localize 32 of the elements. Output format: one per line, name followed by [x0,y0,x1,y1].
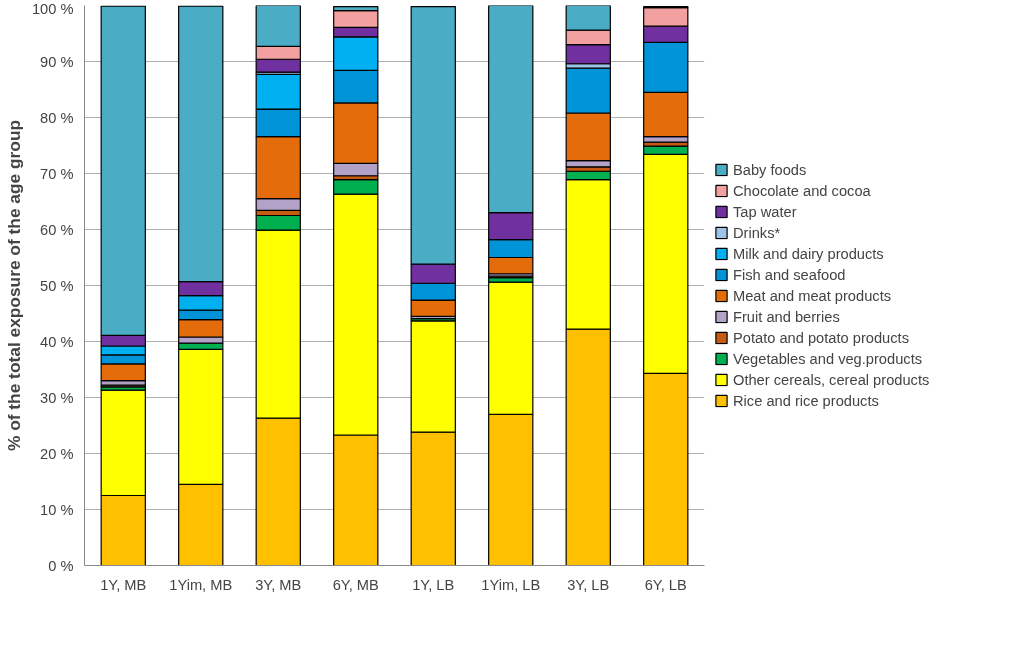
y-tick-label: 0 % [48,557,74,574]
y-tick-label: 20 % [40,445,74,462]
y-tick-label: 80 % [40,109,74,126]
legend-label: Tap water [733,203,797,220]
y-tick-label: 50 % [40,277,74,294]
legend-label: Rice and rice products [733,392,879,409]
legend-label: Milk and dairy products [733,245,884,262]
y-tick-label: 60 % [40,221,74,238]
x-tick-label: 3Y, MB [255,576,302,593]
legend-label: Vegetables and veg.products [733,350,923,367]
y-tick-label: 70 % [40,165,74,182]
y-tick-label: 30 % [40,389,74,406]
y-tick-label: 40 % [40,333,74,350]
legend-label: Fruit and berries [733,308,840,325]
x-tick-label: 1Yim, MB [169,576,233,593]
y-tick-label: 100 % [31,0,74,17]
x-tick-label: 1Y, MB [100,576,147,593]
x-tick-label: 6Y, MB [332,576,379,593]
x-tick-label: 1Yim, LB [481,576,541,593]
legend-label: Fish and seafood [733,266,846,283]
y-tick-label: 10 % [40,501,74,518]
legend-label: Potato and potato products [733,329,910,346]
legend-label: Baby foods [733,161,807,178]
y-axis-title: % of the total exposure of the age group [3,119,24,452]
legend-label: Drinks* [733,224,781,241]
x-tick-label: 6Y, LB [644,576,687,593]
y-tick-label: 90 % [40,53,74,70]
legend-label: Chocolate and cocoa [733,182,871,199]
x-tick-label: 3Y, LB [567,576,610,593]
legend-label: Other cereals, cereal products [733,371,930,388]
legend-label: Meat and meat products [733,287,892,304]
x-tick-label: 1Y, LB [412,576,455,593]
